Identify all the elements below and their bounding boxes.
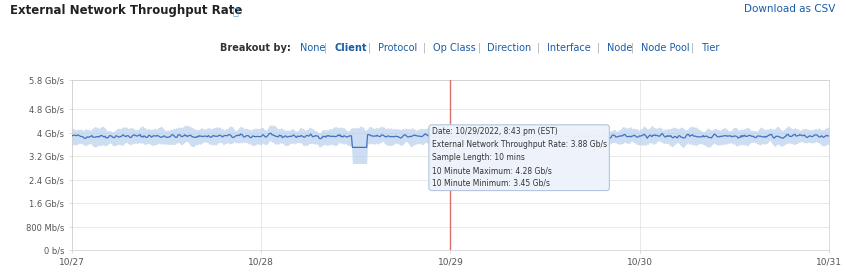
Text: Op Class: Op Class	[433, 43, 475, 53]
Text: Download as CSV: Download as CSV	[744, 4, 836, 14]
Text: |: |	[537, 43, 541, 53]
Text: |: |	[368, 43, 371, 53]
Text: |: |	[690, 43, 694, 53]
Text: Breakout by:: Breakout by:	[220, 43, 291, 53]
Text: Date: 10/29/2022, 8:43 pm (EST)
External Network Throughput Rate: 3.88 Gb/s
Samp: Date: 10/29/2022, 8:43 pm (EST) External…	[431, 128, 607, 188]
Text: Direction: Direction	[487, 43, 532, 53]
Text: |: |	[324, 43, 327, 53]
Text: Interface: Interface	[547, 43, 591, 53]
Text: |: |	[477, 43, 481, 53]
Text: Node Pool: Node Pool	[641, 43, 689, 53]
Text: Node: Node	[607, 43, 633, 53]
Text: Tier: Tier	[700, 43, 719, 53]
Text: |: |	[631, 43, 634, 53]
Text: |: |	[423, 43, 426, 53]
Text: |: |	[597, 43, 601, 53]
Text: None: None	[300, 43, 326, 53]
Text: ⓘ: ⓘ	[233, 6, 239, 16]
Text: Protocol: Protocol	[378, 43, 417, 53]
Text: External Network Throughput Rate: External Network Throughput Rate	[10, 4, 243, 17]
Text: Client: Client	[334, 43, 366, 53]
